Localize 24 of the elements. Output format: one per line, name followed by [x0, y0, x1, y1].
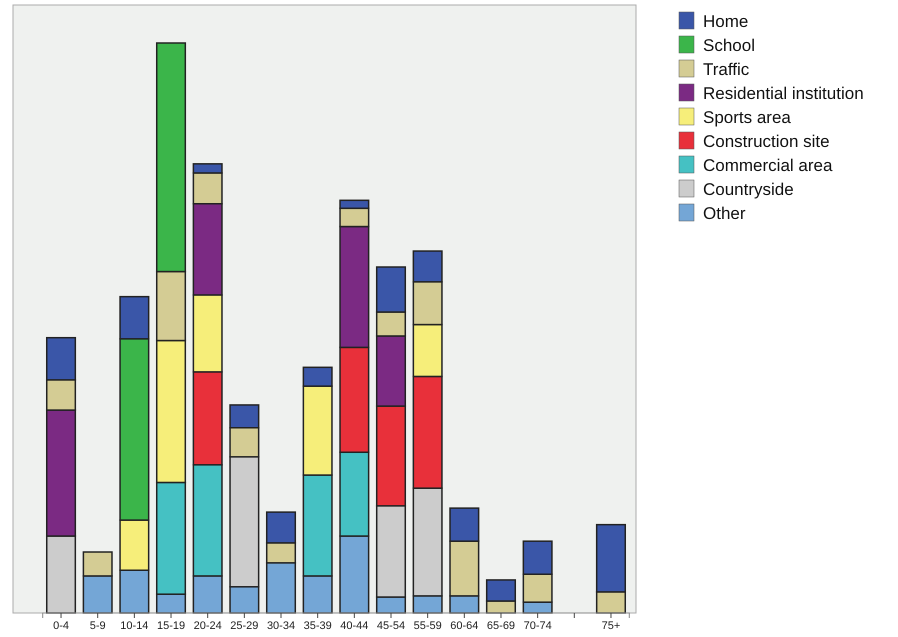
x-tick-label: 55-59 [414, 620, 442, 632]
x-tick-label: 45-54 [376, 620, 406, 632]
legend-label: Countryside [703, 180, 794, 199]
legend-label: Construction site [703, 132, 830, 151]
x-tick-label: 20-24 [194, 620, 222, 632]
x-tick-label: 35-39 [304, 620, 332, 632]
x-tick-label: 30-34 [266, 620, 296, 632]
x-tick-label: 25-29 [230, 620, 258, 632]
x-tick-label: 60-64 [450, 620, 478, 632]
x-tick-label: 70-74 [524, 620, 552, 632]
x-tick-label: 5-9 [90, 620, 106, 632]
legend-label: Traffic [703, 60, 750, 79]
x-tick-label: 65-69 [486, 620, 516, 632]
legend-label: Home [703, 12, 748, 31]
x-tick-label: 75+ [602, 620, 620, 632]
x-tick-label: 10-14 [120, 620, 148, 632]
legend-label: Other [703, 204, 746, 223]
legend-label: School [703, 36, 755, 55]
legend-label: Commercial area [703, 156, 833, 175]
legend-label: Residential institution [703, 84, 864, 103]
x-tick-label: 15-19 [156, 620, 186, 632]
legend-label: Sports area [703, 108, 792, 127]
x-tick-label: 0-4 [53, 620, 69, 632]
x-tick-label: 40-44 [340, 620, 368, 632]
